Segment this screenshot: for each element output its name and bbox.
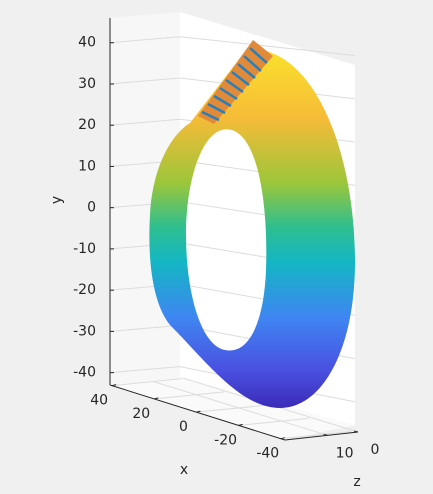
x-tick bbox=[238, 423, 243, 426]
y-tick-label: 10 bbox=[78, 158, 96, 174]
y-tick-label: -20 bbox=[73, 282, 96, 298]
y-tick-label: -10 bbox=[73, 241, 96, 257]
z-tick-label: 10 bbox=[336, 445, 354, 461]
grid-line bbox=[109, 118, 181, 126]
x-tick-label: -40 bbox=[256, 446, 279, 462]
grid-line bbox=[238, 417, 309, 426]
grid-line bbox=[154, 391, 225, 400]
grid-line bbox=[109, 36, 181, 44]
grid-line bbox=[179, 36, 356, 57]
y-tick-label: -40 bbox=[73, 365, 96, 381]
grid-line bbox=[280, 431, 351, 440]
stripe-band bbox=[198, 40, 273, 124]
y-tick-label: 40 bbox=[78, 35, 96, 51]
y-tick-label: 30 bbox=[78, 76, 96, 92]
z-tick-label: 0 bbox=[371, 442, 380, 458]
z-tick bbox=[323, 433, 328, 436]
grid-line bbox=[152, 380, 328, 436]
z-tick bbox=[353, 430, 359, 433]
y-axis-label: y bbox=[49, 196, 65, 204]
x-tick bbox=[280, 437, 285, 440]
y-tick-label: 0 bbox=[87, 200, 96, 216]
x-tick-label: 20 bbox=[132, 406, 150, 422]
z-axis-label: z bbox=[353, 474, 360, 490]
z-axis bbox=[284, 431, 359, 441]
x-axis bbox=[109, 384, 286, 441]
x-tick-label: -20 bbox=[214, 432, 237, 448]
x-tick bbox=[196, 410, 201, 413]
y-tick-label: 20 bbox=[78, 117, 96, 133]
x-tick-label: 40 bbox=[90, 393, 108, 409]
surface bbox=[149, 45, 355, 408]
grid-line bbox=[109, 77, 181, 85]
x-tick bbox=[154, 397, 159, 400]
x-axis-label: x bbox=[180, 462, 188, 478]
y-tick-label: -30 bbox=[73, 323, 96, 339]
x-tick-label: 0 bbox=[179, 419, 188, 435]
grid-line bbox=[196, 404, 267, 413]
grid-line bbox=[112, 378, 183, 387]
x-tick bbox=[111, 384, 117, 387]
grid-line bbox=[109, 324, 181, 332]
grid-line bbox=[109, 366, 181, 374]
